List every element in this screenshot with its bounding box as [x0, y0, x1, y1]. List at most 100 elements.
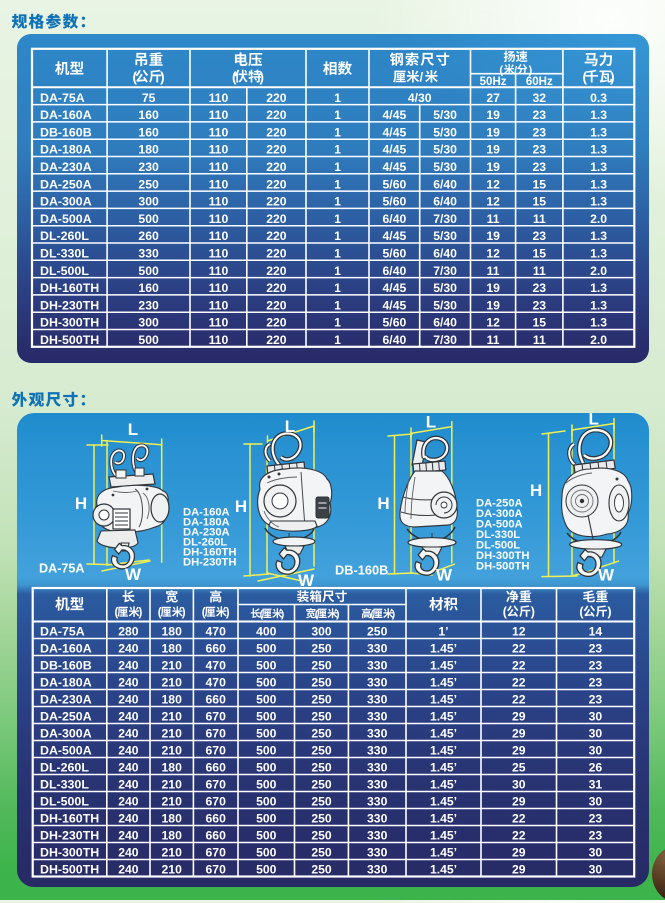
svg-text:110: 110	[209, 247, 229, 261]
svg-text:DH-300TH: DH-300TH	[476, 550, 529, 562]
svg-text:23: 23	[589, 676, 603, 690]
svg-text:29: 29	[512, 710, 526, 724]
svg-text:11: 11	[487, 264, 500, 278]
svg-text:L: L	[285, 417, 295, 436]
svg-text:4/30: 4/30	[408, 91, 432, 105]
svg-text:DH-500TH: DH-500TH	[40, 333, 99, 347]
svg-text:DB-160B: DB-160B	[40, 125, 92, 139]
svg-text:230: 230	[138, 298, 159, 312]
svg-text:330: 330	[367, 642, 388, 656]
svg-text:DL-260L: DL-260L	[40, 761, 89, 775]
svg-text:DA-300A: DA-300A	[40, 195, 92, 209]
svg-text:DL-330L: DL-330L	[40, 778, 89, 792]
svg-text:500: 500	[256, 795, 277, 809]
svg-text:1.45’: 1.45’	[430, 710, 457, 724]
svg-text:1.45’: 1.45’	[430, 727, 457, 741]
svg-text:2.0: 2.0	[590, 333, 607, 347]
svg-text:32: 32	[533, 91, 547, 105]
svg-text:6/40: 6/40	[383, 333, 407, 347]
svg-text:23: 23	[589, 829, 603, 843]
svg-text:670: 670	[206, 846, 227, 860]
svg-text:23: 23	[533, 298, 547, 312]
svg-text:): )	[226, 607, 230, 619]
svg-text:6/40: 6/40	[433, 247, 457, 261]
svg-text:DB-160B: DB-160B	[335, 563, 388, 578]
svg-text:500: 500	[256, 676, 277, 690]
svg-text:500: 500	[256, 829, 277, 843]
svg-text:12: 12	[486, 177, 500, 191]
svg-text:29: 29	[512, 744, 526, 758]
svg-text:29: 29	[512, 863, 526, 877]
svg-text:/: /	[420, 71, 424, 85]
svg-text:160: 160	[138, 108, 159, 122]
svg-text:(: (	[202, 607, 206, 619]
svg-text:11: 11	[487, 212, 500, 226]
svg-text:250: 250	[311, 846, 332, 860]
svg-text:240: 240	[118, 761, 139, 775]
svg-text:29: 29	[512, 727, 526, 741]
svg-text:DA-500A: DA-500A	[476, 519, 523, 531]
svg-text:12: 12	[486, 316, 500, 330]
svg-text:240: 240	[118, 642, 139, 656]
svg-text:): )	[392, 610, 395, 621]
svg-text:7/30: 7/30	[433, 264, 457, 278]
svg-text:110: 110	[209, 125, 229, 139]
svg-text:DB-160B: DB-160B	[40, 659, 92, 673]
svg-text:250: 250	[311, 727, 332, 741]
svg-text:330: 330	[367, 795, 388, 809]
svg-text:12: 12	[486, 247, 500, 261]
svg-text:500: 500	[138, 264, 159, 278]
svg-text:5/30: 5/30	[433, 298, 457, 312]
svg-text:): )	[336, 610, 339, 621]
svg-text:1.45’: 1.45’	[430, 812, 457, 826]
svg-text:660: 660	[206, 761, 227, 775]
svg-text:19: 19	[486, 229, 500, 243]
svg-text:1.3: 1.3	[590, 143, 607, 157]
svg-text:1: 1	[334, 316, 341, 330]
svg-text:(: (	[499, 65, 503, 77]
svg-text:500: 500	[256, 863, 277, 877]
svg-text:220: 220	[266, 247, 287, 261]
svg-text:220: 220	[266, 316, 287, 330]
svg-text:H: H	[235, 497, 247, 516]
svg-text:300: 300	[138, 316, 159, 330]
svg-text:180: 180	[162, 693, 183, 707]
svg-text:180: 180	[138, 143, 159, 157]
svg-text:670: 670	[206, 710, 227, 724]
svg-text:1: 1	[334, 125, 341, 139]
svg-text:1.45’: 1.45’	[430, 795, 457, 809]
svg-text:1.45’: 1.45’	[430, 863, 457, 877]
svg-text:): )	[260, 70, 265, 85]
svg-text:330: 330	[367, 676, 388, 690]
svg-text:50Hz: 50Hz	[480, 76, 507, 88]
svg-text:110: 110	[209, 212, 229, 226]
svg-text:23: 23	[589, 659, 603, 673]
svg-text:220: 220	[266, 298, 287, 312]
svg-text:23: 23	[533, 108, 547, 122]
svg-text:110: 110	[209, 177, 229, 191]
svg-text:180: 180	[162, 761, 183, 775]
svg-text:1.3: 1.3	[590, 177, 607, 191]
svg-text:250: 250	[311, 863, 332, 877]
svg-text:230: 230	[138, 160, 159, 174]
svg-text:1.45’: 1.45’	[430, 761, 457, 775]
svg-text:250: 250	[311, 795, 332, 809]
svg-text:240: 240	[118, 727, 139, 741]
svg-text:DA-75A: DA-75A	[40, 625, 85, 639]
svg-text:(: (	[114, 607, 118, 619]
svg-text:19: 19	[486, 125, 500, 139]
svg-text:470: 470	[206, 659, 227, 673]
svg-text:H: H	[377, 494, 389, 513]
svg-text:500: 500	[138, 212, 159, 226]
svg-text:240: 240	[118, 812, 139, 826]
svg-text:240: 240	[118, 829, 139, 843]
svg-text:7/30: 7/30	[433, 212, 457, 226]
svg-text:22: 22	[512, 812, 526, 826]
svg-text:500: 500	[256, 744, 277, 758]
svg-text:(: (	[158, 607, 162, 619]
svg-text:26: 26	[589, 761, 603, 775]
svg-text:500: 500	[256, 693, 277, 707]
svg-text:220: 220	[266, 91, 287, 105]
svg-text:110: 110	[209, 91, 229, 105]
svg-text:11: 11	[533, 264, 546, 278]
